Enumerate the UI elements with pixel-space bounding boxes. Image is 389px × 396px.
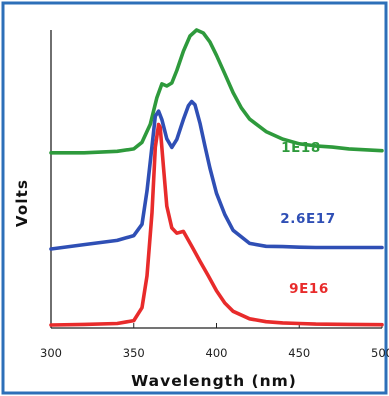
x-tick-label: 400 <box>206 346 228 360</box>
series-line-2.6E17 <box>49 99 384 251</box>
x-tick-label: 350 <box>123 346 145 360</box>
series-label-9E16: 9E16 <box>289 281 329 297</box>
x-tick-label: 500 <box>371 346 389 360</box>
x-ticks: 300 350 400 450 500 <box>40 323 389 360</box>
plot-area: 300 350 400 450 500 1E18 2.6E17 9E16 <box>40 28 389 360</box>
x-tick-label: 450 <box>288 346 310 360</box>
series-line-9E16 <box>49 122 384 327</box>
series-label-1E18: 1E18 <box>281 140 321 156</box>
x-tick-label: 300 <box>40 346 62 360</box>
y-axis-label: Volts <box>13 179 31 227</box>
series-layer <box>49 28 384 327</box>
series-label-2.6E17: 2.6E17 <box>280 211 336 227</box>
x-axis-label: Wavelength (nm) <box>131 372 297 390</box>
series-labels: 1E18 2.6E17 9E16 <box>280 140 336 297</box>
series-line-1E18 <box>49 28 384 155</box>
